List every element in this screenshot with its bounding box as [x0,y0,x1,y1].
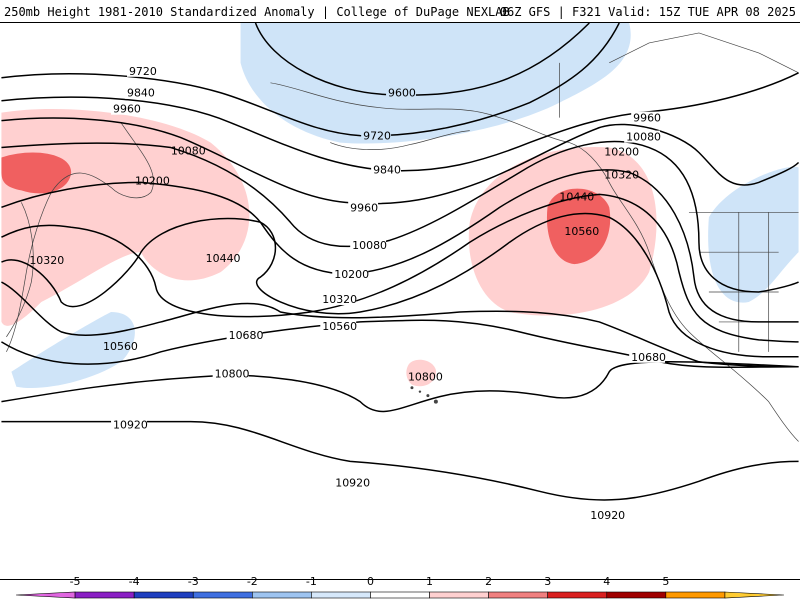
contour-label: 9840 [373,163,401,176]
colorbar-tick-label: -2 [247,575,258,588]
model-valid-time: 06Z GFS | F321 Valid: 15Z TUE APR 08 202… [499,5,796,19]
contour-10320 [1,193,799,343]
negative-anomaly-alaska [240,23,631,144]
contour-9960 [1,117,800,205]
colorbar-tick-label: 1 [426,575,433,588]
contour-label: 9720 [129,65,157,78]
colorbar-segment [370,591,430,599]
contour-label: 10800 [215,368,250,381]
negative-anomaly-west-pacific [11,311,135,388]
contour-9840 [1,72,799,172]
anomaly-shading [1,23,799,388]
colorbar-segment [15,591,76,599]
colorbar-tick-label: 3 [544,575,551,588]
positive-anomaly-asia [1,108,250,326]
contour-10080 [1,140,799,293]
anomaly-colorbar: -5 -4 -3 -2 -1 0 1 2 3 4 5 [15,575,785,599]
colorbar-tick-label: -3 [188,575,199,588]
positive-anomaly-hawaii [406,359,437,387]
header-bar: 250mb Height 1981-2010 Standardized Anom… [0,0,800,22]
contour-10800 [1,361,799,413]
colorbar-tick-label: -4 [129,575,140,588]
contour-label: 10440 [206,252,241,265]
colorbar-tick-label: -1 [306,575,317,588]
negative-anomaly-west-us [708,166,799,303]
contour-label: 10920 [335,476,370,489]
map-title: 250mb Height 1981-2010 Standardized Anom… [4,5,510,19]
colorbar-segment [74,591,135,599]
contour-10200 [1,169,799,323]
colorbar-tick-label: 4 [603,575,610,588]
colorbar-segment [665,591,726,599]
strong-anomaly-asia [1,152,72,194]
contour-label: 9960 [633,112,661,125]
contour-label: 10560 [103,340,138,353]
contour-label: 10200 [334,268,369,281]
contour-label: 10800 [408,371,443,384]
strong-anomaly-pacific [546,188,611,265]
contour-label: 10920 [590,509,625,522]
contour-label: 10200 [135,174,170,187]
contour-label: 9600 [388,87,416,100]
contour-label: 10920 [113,419,148,432]
hawaii-islands [410,386,438,404]
contour-label: 10440 [559,190,594,203]
contour-label: 10320 [604,168,639,181]
contour-label: 10320 [29,254,64,267]
contour-label: 10320 [322,293,357,306]
colorbar-segment [547,591,608,599]
japan-coast [6,202,34,338]
canada-coast [559,32,799,118]
contour-label: 10080 [171,145,206,158]
colorbar-segment [192,591,253,599]
contour-label: 10080 [352,239,387,252]
contour-label: 9960 [113,103,141,116]
contour-label: 9960 [350,201,378,214]
colorbar-tick-label: 0 [367,575,374,588]
contour-label: 10560 [322,320,357,333]
contour-label: 10200 [604,146,639,159]
colorbar-segment [606,591,667,599]
colorbar-ticks: -5 -4 -3 -2 -1 0 1 2 3 4 5 [70,575,670,588]
colorbar-segment [252,591,312,599]
colorbar-segment [488,591,548,599]
contour-label: 10680 [229,329,264,342]
colorbar-tick-label: 5 [662,575,669,588]
contour-label: 10080 [626,131,661,144]
weather-map: 9720 9840 9960 10080 10200 10320 10440 1… [0,22,800,580]
contour-10440 [1,212,799,358]
contour-label: 10680 [631,351,666,364]
contour-label: 9840 [127,87,155,100]
contour-label: 10560 [564,225,599,238]
contour-10560 [1,281,799,368]
contour-9720 [1,23,620,137]
coastlines [6,32,799,442]
colorbar-segment [133,591,194,599]
height-contours [1,23,800,501]
colorbar-tick-label: -5 [70,575,81,588]
colorbar-tick-label: 2 [485,575,492,588]
contour-10920 [1,420,799,501]
contour-labels: 9720 9840 9960 10080 10200 10320 10440 1… [29,65,666,522]
colorbar-segment [429,591,489,599]
colorbar-segment [724,591,785,599]
colorbar-bar [15,591,785,599]
aleutian-chain [330,130,470,150]
asia-coast [6,122,154,352]
contour-label: 9720 [363,130,391,143]
colorbar-segment [311,591,371,599]
